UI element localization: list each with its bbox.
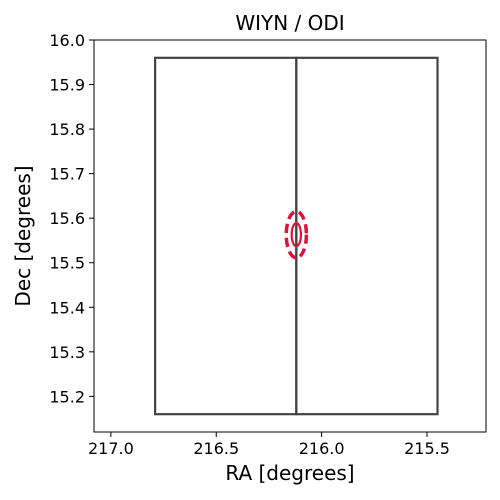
x-tick-label: 217.0	[88, 439, 134, 458]
y-tick-label: 15.3	[49, 343, 85, 362]
target-ellipse-0	[284, 209, 309, 260]
y-tick-label: 15.5	[49, 254, 85, 273]
x-axis-ticks: 217.0 216.5 216.0 215.5	[88, 432, 450, 458]
plot-area	[154, 56, 439, 416]
x-tick-label: 215.5	[404, 439, 450, 458]
plot-frame	[93, 39, 487, 433]
x-axis-label: RA [degrees]	[225, 461, 354, 485]
y-tick-label: 15.7	[49, 165, 85, 184]
x-tick-label: 216.0	[299, 439, 345, 458]
y-tick-label: 15.4	[49, 298, 85, 317]
target-ellipse-1	[290, 221, 303, 248]
y-tick-label: 16.0	[49, 31, 85, 50]
y-tick-label: 15.2	[49, 387, 85, 406]
chart-title: WIYN / ODI	[235, 11, 344, 35]
y-tick-label: 15.6	[49, 209, 85, 228]
y-tick-label: 15.8	[49, 120, 85, 139]
footprint-rect-0	[154, 56, 298, 416]
y-axis-label: Dec [degrees]	[11, 165, 35, 306]
x-tick-label: 216.5	[193, 439, 239, 458]
y-tick-label: 15.9	[49, 76, 85, 95]
footprint-rect-1	[295, 56, 439, 416]
y-axis-ticks: 15.2 15.3 15.4 15.5 15.6 15.7 15.8 15.9 16.0	[49, 31, 94, 406]
